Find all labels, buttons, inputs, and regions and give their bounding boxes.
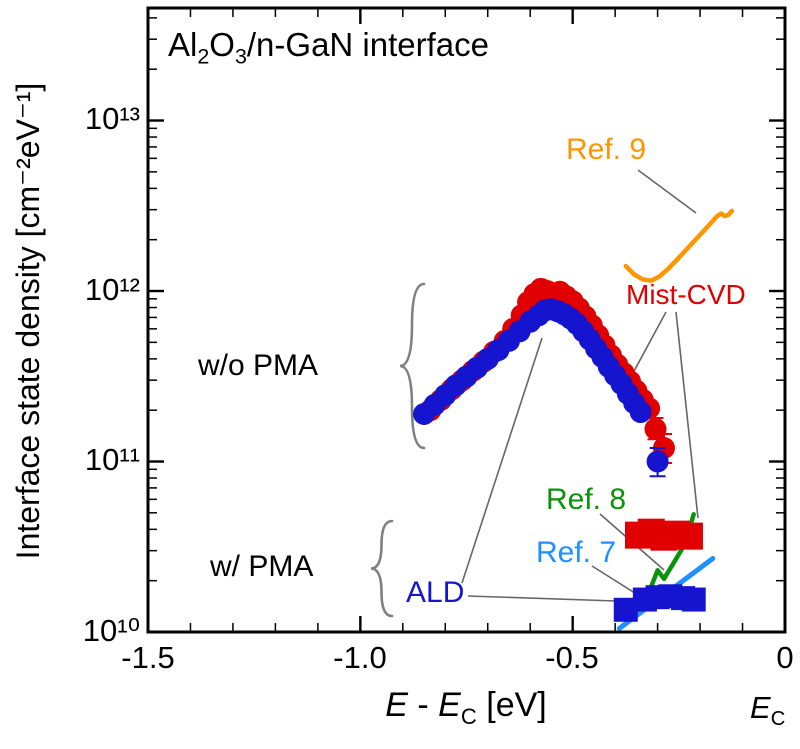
leader-lines <box>461 169 699 602</box>
label-ref7: Ref. 7 <box>536 536 617 569</box>
brace-w-pma <box>370 519 394 618</box>
label-wo-pma: w/o PMA <box>198 349 319 382</box>
brace-wo-pma <box>399 282 426 450</box>
x-label-unit: [eV] <box>476 686 547 724</box>
label-ref8: Ref. 8 <box>546 483 627 516</box>
series-mist-cvd-pma-squares <box>624 518 703 551</box>
axis-ticks <box>146 8 787 634</box>
leader-line <box>461 337 543 584</box>
series-ald-circles <box>413 298 669 478</box>
ec-label-sub-c: C <box>770 708 786 731</box>
ec-label-E: E <box>750 690 771 725</box>
label-w-pma: w/ PMA <box>210 550 314 583</box>
label-mist-cvd: Mist-CVD <box>626 279 746 310</box>
x-label-E1: E <box>385 686 408 724</box>
plot-title: Al2O3/n-GaN interface <box>168 26 489 69</box>
x-label-minus: - <box>407 686 439 724</box>
y-tick-label: 10¹² <box>84 272 140 307</box>
leader-line <box>637 169 697 214</box>
leader-line <box>467 595 617 602</box>
y-tick-label: 10¹¹ <box>84 442 140 477</box>
x-label-E2: E <box>438 686 461 724</box>
leader-line <box>675 311 699 519</box>
y-tick-label: 10¹⁰ <box>82 613 140 648</box>
x-tick-label: -1.5 <box>121 640 175 675</box>
plot-frame <box>146 6 787 634</box>
x-tick-label: 0 <box>776 640 794 675</box>
x-tick-label: -0.5 <box>545 640 599 675</box>
series-ref9-line <box>623 208 735 283</box>
x-tick-label: -1.0 <box>333 640 387 675</box>
x-label-sub-c: C <box>460 703 477 729</box>
label-ref9: Ref. 9 <box>566 133 647 166</box>
label-ald: ALD <box>406 576 465 609</box>
series-ald-pma-squares <box>613 584 706 622</box>
x-axis-ec-label: EC <box>750 690 785 731</box>
y-tick-label: 10¹³ <box>84 101 140 136</box>
x-axis-label: E - EC [eV] <box>286 686 646 730</box>
